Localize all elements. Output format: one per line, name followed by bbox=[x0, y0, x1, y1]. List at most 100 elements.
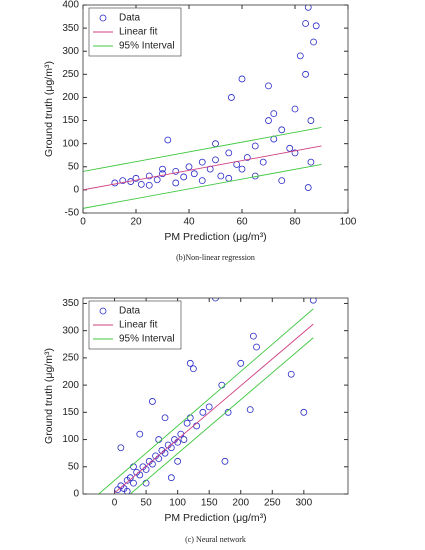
x-tick-label: 40 bbox=[183, 217, 195, 228]
y-tick-label: 50 bbox=[68, 161, 80, 172]
line bbox=[98, 308, 314, 494]
y-tick-label: 250 bbox=[62, 69, 79, 80]
data-point bbox=[137, 180, 145, 188]
x-tick-label: 100 bbox=[340, 217, 357, 228]
data-point bbox=[265, 117, 272, 124]
data-point bbox=[159, 165, 166, 173]
line bbox=[83, 145, 322, 191]
chart: 0 50 100 150 200 250 300 0 50 100 150 200 250 300 350 P… bbox=[43, 297, 349, 544]
data-point bbox=[302, 20, 310, 27]
y-tick-label: 200 bbox=[62, 380, 79, 391]
data-point bbox=[310, 38, 317, 46]
legend-label: Data bbox=[119, 13, 141, 24]
data-point bbox=[186, 359, 194, 367]
data-point bbox=[296, 52, 304, 60]
data-point bbox=[180, 436, 188, 443]
x-tick-label: 60 bbox=[236, 217, 248, 228]
data-point bbox=[130, 463, 137, 471]
data-point bbox=[224, 408, 232, 416]
data-point bbox=[190, 365, 197, 373]
data-point bbox=[238, 165, 246, 173]
y-tick-label: 350 bbox=[62, 23, 79, 34]
data-point bbox=[251, 142, 259, 150]
y-tick-label: 300 bbox=[62, 325, 79, 336]
y-axis-label: Ground truth (μg/m³) bbox=[43, 348, 55, 444]
axes-box bbox=[82, 297, 349, 495]
data-point bbox=[119, 177, 127, 185]
x-axis-label: PM Prediction (μg/m³) bbox=[164, 512, 266, 524]
data-point bbox=[132, 174, 140, 182]
y-tick-label: 100 bbox=[62, 138, 79, 149]
y-tick-label: -50 bbox=[65, 208, 80, 219]
data-point bbox=[312, 22, 320, 30]
data-point bbox=[205, 403, 213, 411]
x-tick-label: 0 bbox=[80, 217, 86, 228]
legend-label: 95% Interval bbox=[119, 41, 175, 52]
x-tick-label: 150 bbox=[201, 498, 218, 509]
plot-area bbox=[83, 5, 322, 209]
data-point bbox=[198, 158, 206, 166]
y-tick-label: 300 bbox=[62, 46, 79, 57]
x-tick-label: 100 bbox=[169, 498, 186, 509]
plot-area bbox=[98, 298, 317, 494]
data-point bbox=[145, 172, 153, 180]
data-point bbox=[190, 170, 198, 178]
axes-box bbox=[82, 4, 349, 214]
x-tick-label: 0 bbox=[112, 498, 118, 509]
data-point bbox=[270, 110, 278, 118]
data-point bbox=[155, 436, 163, 443]
data-point bbox=[145, 181, 153, 189]
data-point bbox=[136, 430, 144, 438]
x-tick-label: 300 bbox=[295, 498, 312, 509]
y-tick-label: 350 bbox=[62, 298, 79, 309]
data-point bbox=[217, 172, 225, 180]
data-point bbox=[149, 398, 156, 405]
legend-label: 95% Interval bbox=[119, 334, 175, 345]
data-point bbox=[126, 474, 134, 482]
x-axis-label: PM Prediction (μg/m³) bbox=[164, 231, 266, 243]
y-tick-label: 150 bbox=[62, 407, 79, 418]
data-point bbox=[243, 154, 251, 161]
x-tick-label: 250 bbox=[264, 498, 281, 509]
data-point bbox=[172, 167, 180, 175]
data-point bbox=[278, 126, 286, 134]
data-point bbox=[246, 406, 254, 414]
data-point bbox=[130, 479, 137, 487]
data-point bbox=[286, 144, 294, 152]
data-point bbox=[218, 381, 226, 389]
data-point bbox=[183, 419, 191, 427]
data-point bbox=[225, 174, 233, 182]
data-point bbox=[291, 105, 299, 113]
data-point bbox=[307, 158, 315, 166]
y-axis-label: Ground truth (μg/m³) bbox=[43, 61, 55, 157]
data-point bbox=[304, 184, 312, 191]
data-point bbox=[307, 117, 315, 124]
data-point bbox=[259, 158, 267, 166]
data-point bbox=[180, 173, 188, 181]
data-point bbox=[167, 474, 175, 482]
data-point bbox=[159, 170, 166, 178]
data-point bbox=[111, 179, 119, 187]
data-point bbox=[278, 177, 286, 185]
x-tick-label: 50 bbox=[141, 498, 153, 509]
data-point bbox=[199, 408, 207, 416]
data-point bbox=[153, 176, 161, 184]
y-tick-label: 100 bbox=[62, 434, 79, 445]
y-tick-label: 0 bbox=[73, 185, 79, 196]
data-point bbox=[227, 94, 235, 101]
data-point bbox=[212, 298, 219, 302]
caption: (b)Non-linear regression bbox=[176, 253, 255, 262]
y-tick-label: 50 bbox=[68, 461, 80, 472]
x-tick-label: 200 bbox=[232, 498, 249, 509]
y-tick-label: 250 bbox=[62, 353, 79, 364]
data-point bbox=[237, 359, 245, 367]
caption: (c) Neural network bbox=[185, 535, 246, 544]
data-point bbox=[291, 149, 299, 157]
data-point bbox=[123, 487, 131, 494]
legend-label: Data bbox=[119, 306, 141, 317]
data-point bbox=[212, 156, 219, 164]
data-point bbox=[265, 82, 272, 90]
data-point bbox=[185, 163, 193, 171]
